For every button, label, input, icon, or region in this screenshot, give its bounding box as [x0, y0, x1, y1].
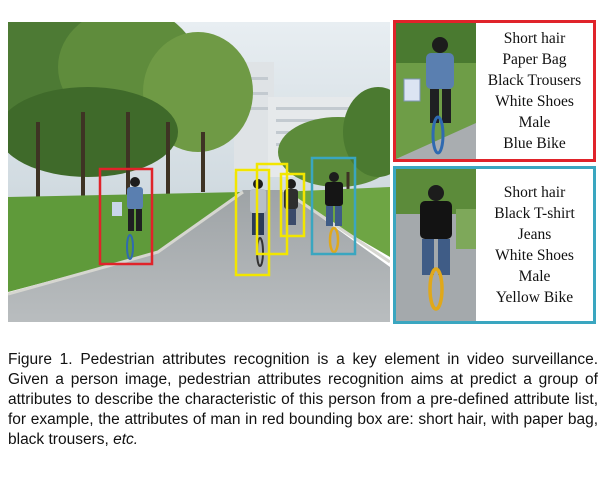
attribute-item: Short hair: [503, 184, 566, 201]
street-scene-photo: [8, 22, 390, 322]
attribute-item: White Shoes: [495, 93, 574, 110]
attribute-item: White Shoes: [495, 247, 574, 264]
bounding-box-yellow-3: [279, 172, 306, 238]
bounding-box-red: [98, 167, 154, 266]
attribute-item: Blue Bike: [503, 135, 566, 152]
attribute-item: Yellow Bike: [495, 289, 574, 306]
cyclist-cyan-box-person: [325, 172, 343, 254]
person-crop-red: [396, 23, 476, 159]
attribute-item: Male: [518, 114, 551, 131]
attribute-item: Black T-shirt: [494, 205, 575, 222]
trees-right: [278, 87, 390, 202]
attribute-item: Paper Bag: [502, 51, 567, 68]
bounding-box-yellow-1: [234, 168, 271, 277]
attribute-panel-cyan: Short hair Black T-shirt Jeans White Sho…: [393, 166, 596, 324]
person-crop-cyan: [396, 169, 476, 321]
person-crop-red-illustration: [396, 23, 476, 159]
curb-left: [8, 190, 244, 296]
trees-left: [8, 22, 253, 212]
figure-caption: Figure 1. Pedestrian attributes recognit…: [8, 350, 598, 450]
caption-text: Figure 1. Pedestrian attributes recognit…: [8, 351, 598, 448]
attribute-item: Black Trousers: [487, 72, 582, 89]
bounding-box-cyan: [310, 156, 357, 256]
attribute-list-cyan: Short hair Black T-shirt Jeans White Sho…: [476, 169, 593, 321]
street-scene-illustration: [8, 22, 390, 322]
attribute-item: Short hair: [503, 30, 566, 47]
figure-1: Short hair Paper Bag Black Trousers Whit…: [8, 20, 596, 324]
attribute-panel-red: Short hair Paper Bag Black Trousers Whit…: [393, 20, 596, 162]
bounding-box-yellow-2: [255, 162, 289, 256]
caption-emphasis: etc.: [113, 431, 139, 448]
attribute-item: Male: [518, 268, 551, 285]
attribute-item: Jeans: [517, 226, 552, 243]
person-crop-cyan-illustration: [396, 169, 476, 321]
cyclist-red-box-person: [112, 177, 143, 260]
grass-left: [8, 192, 243, 292]
attribute-list-red: Short hair Paper Bag Black Trousers Whit…: [476, 23, 593, 159]
